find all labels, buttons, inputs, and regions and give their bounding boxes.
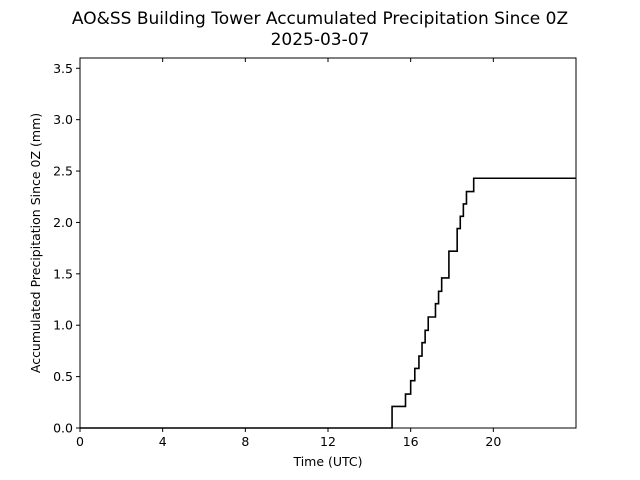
y-tick-label: 1.0: [53, 318, 73, 333]
x-tick-label: 20: [485, 434, 501, 449]
y-tick-label: 2.5: [53, 164, 73, 179]
y-axis-label: Accumulated Precipitation Since 0Z (mm): [28, 113, 43, 373]
precip-series-line-0: [80, 177, 576, 429]
y-tick-label: 0.5: [53, 369, 73, 384]
chart-title: AO&SS Building Tower Accumulated Precipi…: [72, 9, 568, 29]
y-tick-label: 0.0: [53, 421, 73, 436]
x-axis-label: Time (UTC): [292, 454, 362, 469]
x-tick-label: 4: [159, 434, 167, 449]
y-tick-label: 1.5: [53, 266, 73, 281]
y-axis-ticks: 0.0 0.5 1.0 1.5 2.0 2.5 3.0 3.5: [53, 61, 80, 436]
y-tick-label: 3.5: [53, 61, 73, 76]
x-tick-label: 12: [320, 434, 336, 449]
plot-area: [80, 177, 576, 429]
x-axis-ticks: 0 4 8 12 16 20: [76, 58, 501, 449]
y-tick-label: 3.0: [53, 112, 73, 127]
chart-subtitle: 2025-03-07: [271, 30, 370, 50]
x-tick-label: 16: [403, 434, 419, 449]
x-tick-label: 8: [241, 434, 249, 449]
y-tick-label: 2.0: [53, 215, 73, 230]
plot-frame: [79, 57, 577, 429]
x-tick-label: 0: [76, 434, 84, 449]
